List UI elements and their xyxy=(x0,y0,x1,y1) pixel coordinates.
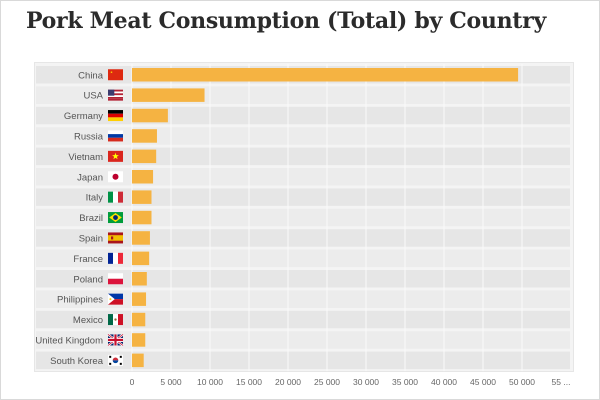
bar-japan xyxy=(132,170,154,184)
x-tick-labels: 0 5 000 10 000 15 000 20 000 25 000 30 000 35 0… xyxy=(130,377,571,387)
x-tick-label: 55 ... xyxy=(552,377,571,387)
category-label: Poland xyxy=(73,274,103,285)
category-labels: China USA Germany Russia Vietnam Japan Italy Br… xyxy=(35,70,103,367)
row-band xyxy=(36,127,570,145)
row-band xyxy=(36,351,570,370)
x-tick-label: 20 000 xyxy=(275,377,301,387)
bars xyxy=(132,68,519,368)
category-label: Germany xyxy=(64,111,103,122)
bar-philippines xyxy=(132,292,147,306)
bar-italy xyxy=(132,190,152,204)
usa-flag-icon xyxy=(108,89,123,101)
bar-france xyxy=(132,251,150,266)
spain-flag-icon xyxy=(108,232,123,244)
x-tick-label: 50 000 xyxy=(509,377,535,387)
bar-germany xyxy=(132,108,168,123)
x-tick-label: 5 000 xyxy=(160,377,182,387)
category-label: Spain xyxy=(79,233,103,244)
x-tick-label: 25 000 xyxy=(314,377,340,387)
x-tick-label: 10 000 xyxy=(197,377,223,387)
category-label: France xyxy=(73,254,103,265)
bar-vietnam xyxy=(132,149,157,164)
russia-flag-icon xyxy=(108,130,123,142)
japan-flag-icon xyxy=(108,171,123,183)
bar-poland xyxy=(132,272,147,286)
bar-south-korea xyxy=(132,353,144,368)
category-label: Brazil xyxy=(79,213,103,224)
x-tick-label: 45 000 xyxy=(470,377,496,387)
category-label: Mexico xyxy=(73,315,103,326)
united-kingdom-flag-icon xyxy=(107,333,124,347)
south-korea-flag-icon xyxy=(108,354,123,366)
category-label: United Kingdom xyxy=(35,335,103,346)
x-tick-label: 30 000 xyxy=(353,377,379,387)
bar-spain xyxy=(132,231,150,245)
bar-china xyxy=(132,68,519,82)
row-band xyxy=(36,270,570,288)
philippines-flag-icon xyxy=(108,293,123,305)
category-label: China xyxy=(78,70,104,81)
category-label: Italy xyxy=(86,193,104,204)
row-band xyxy=(36,310,570,329)
row-band xyxy=(36,208,570,227)
x-tick-label: 35 000 xyxy=(392,377,418,387)
row-band xyxy=(36,147,570,166)
bar-mexico xyxy=(132,312,146,327)
germany-flag-icon xyxy=(108,110,123,122)
italy-flag-icon xyxy=(108,191,123,203)
bar-usa xyxy=(132,88,205,102)
row-band xyxy=(36,168,570,186)
france-flag-icon xyxy=(108,252,123,264)
bar-united-kingdom xyxy=(132,333,146,347)
row-band xyxy=(36,106,570,125)
category-label: Vietnam xyxy=(68,152,103,163)
bar-russia xyxy=(132,129,157,143)
row-band xyxy=(36,249,570,268)
row-band xyxy=(36,290,570,308)
category-label: Philippines xyxy=(57,295,103,306)
category-label: Russia xyxy=(74,131,104,142)
mexico-flag-icon xyxy=(108,314,123,326)
row-band xyxy=(36,331,570,349)
category-label: USA xyxy=(83,91,103,102)
category-label: Japan xyxy=(77,172,103,183)
gridlines xyxy=(131,64,523,372)
x-tick-label: 0 xyxy=(130,377,135,387)
category-label: South Korea xyxy=(50,356,104,367)
row-band xyxy=(36,188,570,206)
x-tick-label: 15 000 xyxy=(236,377,262,387)
flags xyxy=(107,69,124,366)
poland-flag-icon xyxy=(108,273,123,285)
x-tick-label: 40 000 xyxy=(431,377,457,387)
bar-brazil xyxy=(132,210,152,225)
brazil-flag-icon xyxy=(108,212,123,224)
chart-title: Pork Meat Consumption (Total) by Country xyxy=(26,8,546,34)
china-flag-icon xyxy=(108,69,123,81)
row-band xyxy=(36,229,570,247)
vietnam-flag-icon xyxy=(108,150,123,162)
